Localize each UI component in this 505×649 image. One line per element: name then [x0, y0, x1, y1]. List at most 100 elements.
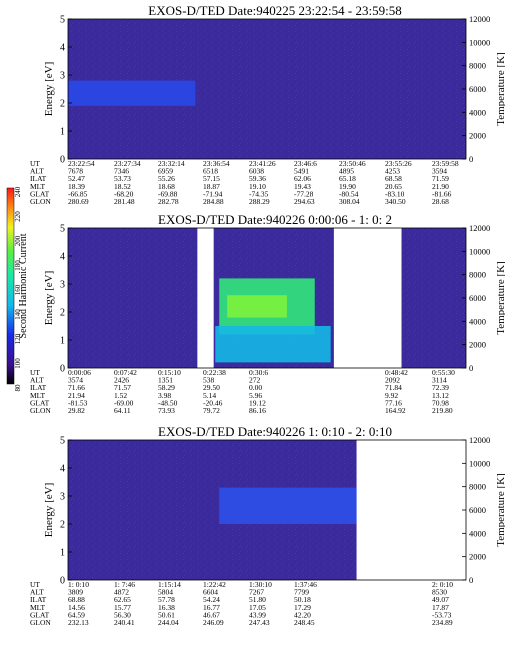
ytick-label: 1: [60, 127, 65, 138]
ephemeris-value: 0:15:10: [158, 368, 181, 377]
ephemeris-value: 7678: [68, 167, 83, 176]
ephemeris-value: 13.12: [432, 391, 449, 400]
y2tick-label: 2000: [469, 131, 486, 141]
ephemeris-value: 17.87: [432, 603, 449, 612]
ephemeris-value: 0:55:30: [432, 368, 455, 377]
ephemeris-value: 16.77: [203, 603, 220, 612]
y2tick-label: 12000: [469, 14, 490, 24]
ephemeris-value: 0.00: [249, 383, 262, 392]
ephemeris-value: 240.41: [114, 618, 135, 627]
ephemeris-value: 21.94: [68, 391, 85, 400]
ephemeris-value: 246.09: [203, 618, 224, 627]
ytick-label: 4: [60, 43, 65, 54]
ephemeris-label: ILAT: [30, 383, 47, 392]
ephemeris-value: 86.16: [249, 406, 266, 415]
colorbar-ticks: 80 100 120 140 160 180 200 220 240: [14, 186, 22, 391]
ephemeris-value: 232.13: [68, 618, 89, 627]
ephemeris-value: -69.88: [158, 189, 178, 198]
ephemeris-label: UT: [30, 580, 40, 589]
ephemeris-value: 5804: [158, 588, 173, 597]
ephemeris-value: 1:22:42: [203, 580, 226, 589]
ephemeris-label: ILAT: [30, 174, 47, 183]
data-texture: [68, 228, 198, 368]
y2tick-label: 12000: [469, 435, 490, 445]
ephemeris-value: 29.50: [203, 383, 220, 392]
ephemeris-value: 46.67: [203, 610, 220, 619]
y2tick-label: 6000: [469, 84, 486, 94]
ephemeris-label: MLT: [30, 182, 46, 191]
ephemeris-label: ALT: [30, 167, 44, 176]
panel-1: EXOS-D/TED Date:940225 23:22:54 - 23:59:…: [30, 3, 505, 206]
ephemeris-value: 57.78: [158, 595, 175, 604]
ephemeris-value: 19.12: [249, 398, 266, 407]
ephemeris-value: -80.54: [339, 189, 359, 198]
ephemeris-value: 164.92: [385, 406, 406, 415]
ytick-label: 1: [60, 548, 65, 559]
ephemeris-value: 0:00:06: [68, 368, 91, 377]
ephemeris-value: 7346: [114, 167, 129, 176]
ephemeris-value: 23:59:58: [432, 159, 459, 168]
ytick-label: 0: [60, 576, 65, 587]
ytick-label: 4: [60, 464, 65, 475]
ephemeris-value: 23:22:54: [68, 159, 95, 168]
ephemeris-value: -83.10: [385, 189, 405, 198]
ephemeris-value: -81.66: [432, 189, 452, 198]
ephemeris-value: -81.53: [68, 398, 88, 407]
ephemeris-value: 0:07:42: [114, 368, 137, 377]
ephemeris-value: 23:55:26: [385, 159, 412, 168]
ephemeris-value: 5.96: [249, 391, 262, 400]
ytick-label: 5: [60, 15, 65, 26]
ephemeris-value: 43.99: [249, 610, 266, 619]
ephemeris-label: ALT: [30, 588, 44, 597]
y2tick-label: 4000: [469, 528, 486, 538]
ephemeris-value: 6518: [203, 167, 218, 176]
ephemeris-value: 538: [203, 376, 215, 385]
ephemeris-value: 21.90: [432, 182, 449, 191]
ephemeris-value: 1: 0:10: [68, 580, 89, 589]
ytick-label: 2: [60, 308, 65, 319]
y2tick-label: 10000: [469, 37, 490, 47]
ephemeris-value: 4253: [385, 167, 400, 176]
colorbar: [6, 187, 15, 385]
y2tick-label: 10000: [469, 458, 490, 468]
ephemeris-value: 1.52: [114, 391, 127, 400]
ephemeris-value: 70.98: [432, 398, 449, 407]
ephemeris-value: 340.50: [385, 197, 406, 206]
y2tick-label: 6000: [469, 505, 486, 515]
colorbar-tick: 160: [14, 284, 22, 295]
ephemeris-value: 3574: [68, 376, 83, 385]
ephemeris-value: 65.18: [339, 174, 356, 183]
ephemeris-value: 18.87: [203, 182, 220, 191]
ephemeris-value: 281.48: [114, 197, 135, 206]
ephemeris-value: 2426: [114, 376, 129, 385]
ytick-label: 2: [60, 520, 65, 531]
ephemeris-value: 19.43: [294, 182, 311, 191]
ephemeris-value: 1: 7:46: [114, 580, 135, 589]
colorbar-tick: 120: [14, 333, 22, 344]
ytick-label: 1: [60, 336, 65, 347]
ephemeris-label: MLT: [30, 603, 46, 612]
ephemeris-value: 64.11: [114, 406, 131, 415]
y2label: Temperature [K]: [495, 261, 505, 334]
panel-title: EXOS-D/TED Date:940226 0:00:06 - 1: 0: 2: [158, 212, 392, 227]
ytick-label: 3: [60, 492, 65, 503]
data-texture: [401, 228, 466, 368]
ephemeris-label: GLAT: [30, 189, 50, 198]
ephemeris-value: 2092: [385, 376, 400, 385]
ephemeris-value: 23:41:26: [249, 159, 276, 168]
ephemeris-value: 7799: [294, 588, 309, 597]
ephemeris-value: 3.98: [158, 391, 171, 400]
ephemeris-value: 4895: [339, 167, 354, 176]
ylabel: Energy [eV]: [43, 62, 55, 116]
ephemeris-value: 0:30:6: [249, 368, 268, 377]
band-medium: [215, 326, 331, 363]
ephemeris-value: 234.89: [432, 618, 453, 627]
ylabel: Energy [eV]: [43, 271, 55, 325]
ephemeris-value: 58.29: [158, 383, 175, 392]
ephemeris-value: 50.61: [158, 610, 175, 619]
ephemeris-value: 57.15: [203, 174, 220, 183]
ytick-label: 0: [60, 364, 65, 375]
ytick-label: 3: [60, 71, 65, 82]
ytick-label: 2: [60, 99, 65, 110]
ephemeris-value: 248.45: [294, 618, 315, 627]
